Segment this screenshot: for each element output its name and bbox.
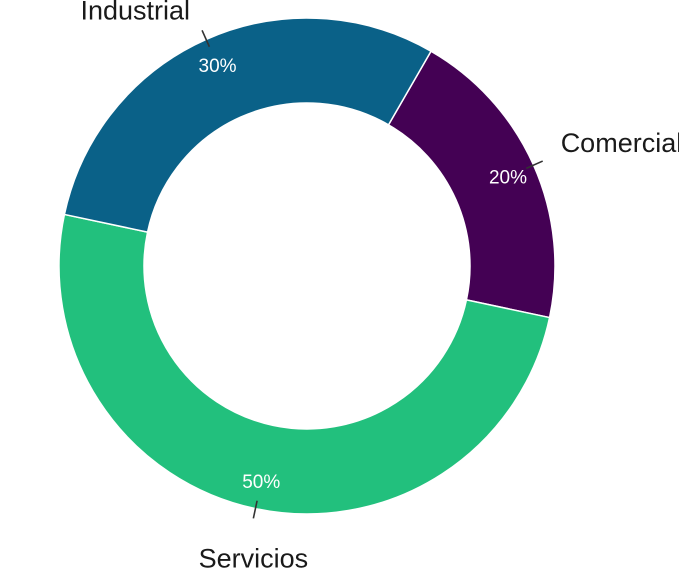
leader-line-servicios [252, 500, 258, 519]
category-label-comercial: Comercial [561, 128, 679, 158]
pct-label-comercial: 20% [489, 168, 527, 189]
pct-label-servicios: 50% [242, 472, 280, 493]
donut-slices [58, 17, 556, 515]
percentage-labels: 20% 50% 30% [199, 56, 528, 493]
pct-label-industrial: 30% [199, 56, 237, 77]
slice-industrial [63, 17, 433, 233]
slice-comercial [387, 50, 556, 319]
category-labels: Comercial Servicios Industrial [80, 0, 679, 573]
category-label-servicios: Servicios [199, 543, 309, 573]
leader-line-industrial [201, 29, 211, 48]
leader-line-comercial [525, 160, 544, 170]
leader-lines [201, 29, 544, 519]
category-label-industrial: Industrial [80, 0, 190, 25]
slice-servicios [58, 213, 551, 515]
